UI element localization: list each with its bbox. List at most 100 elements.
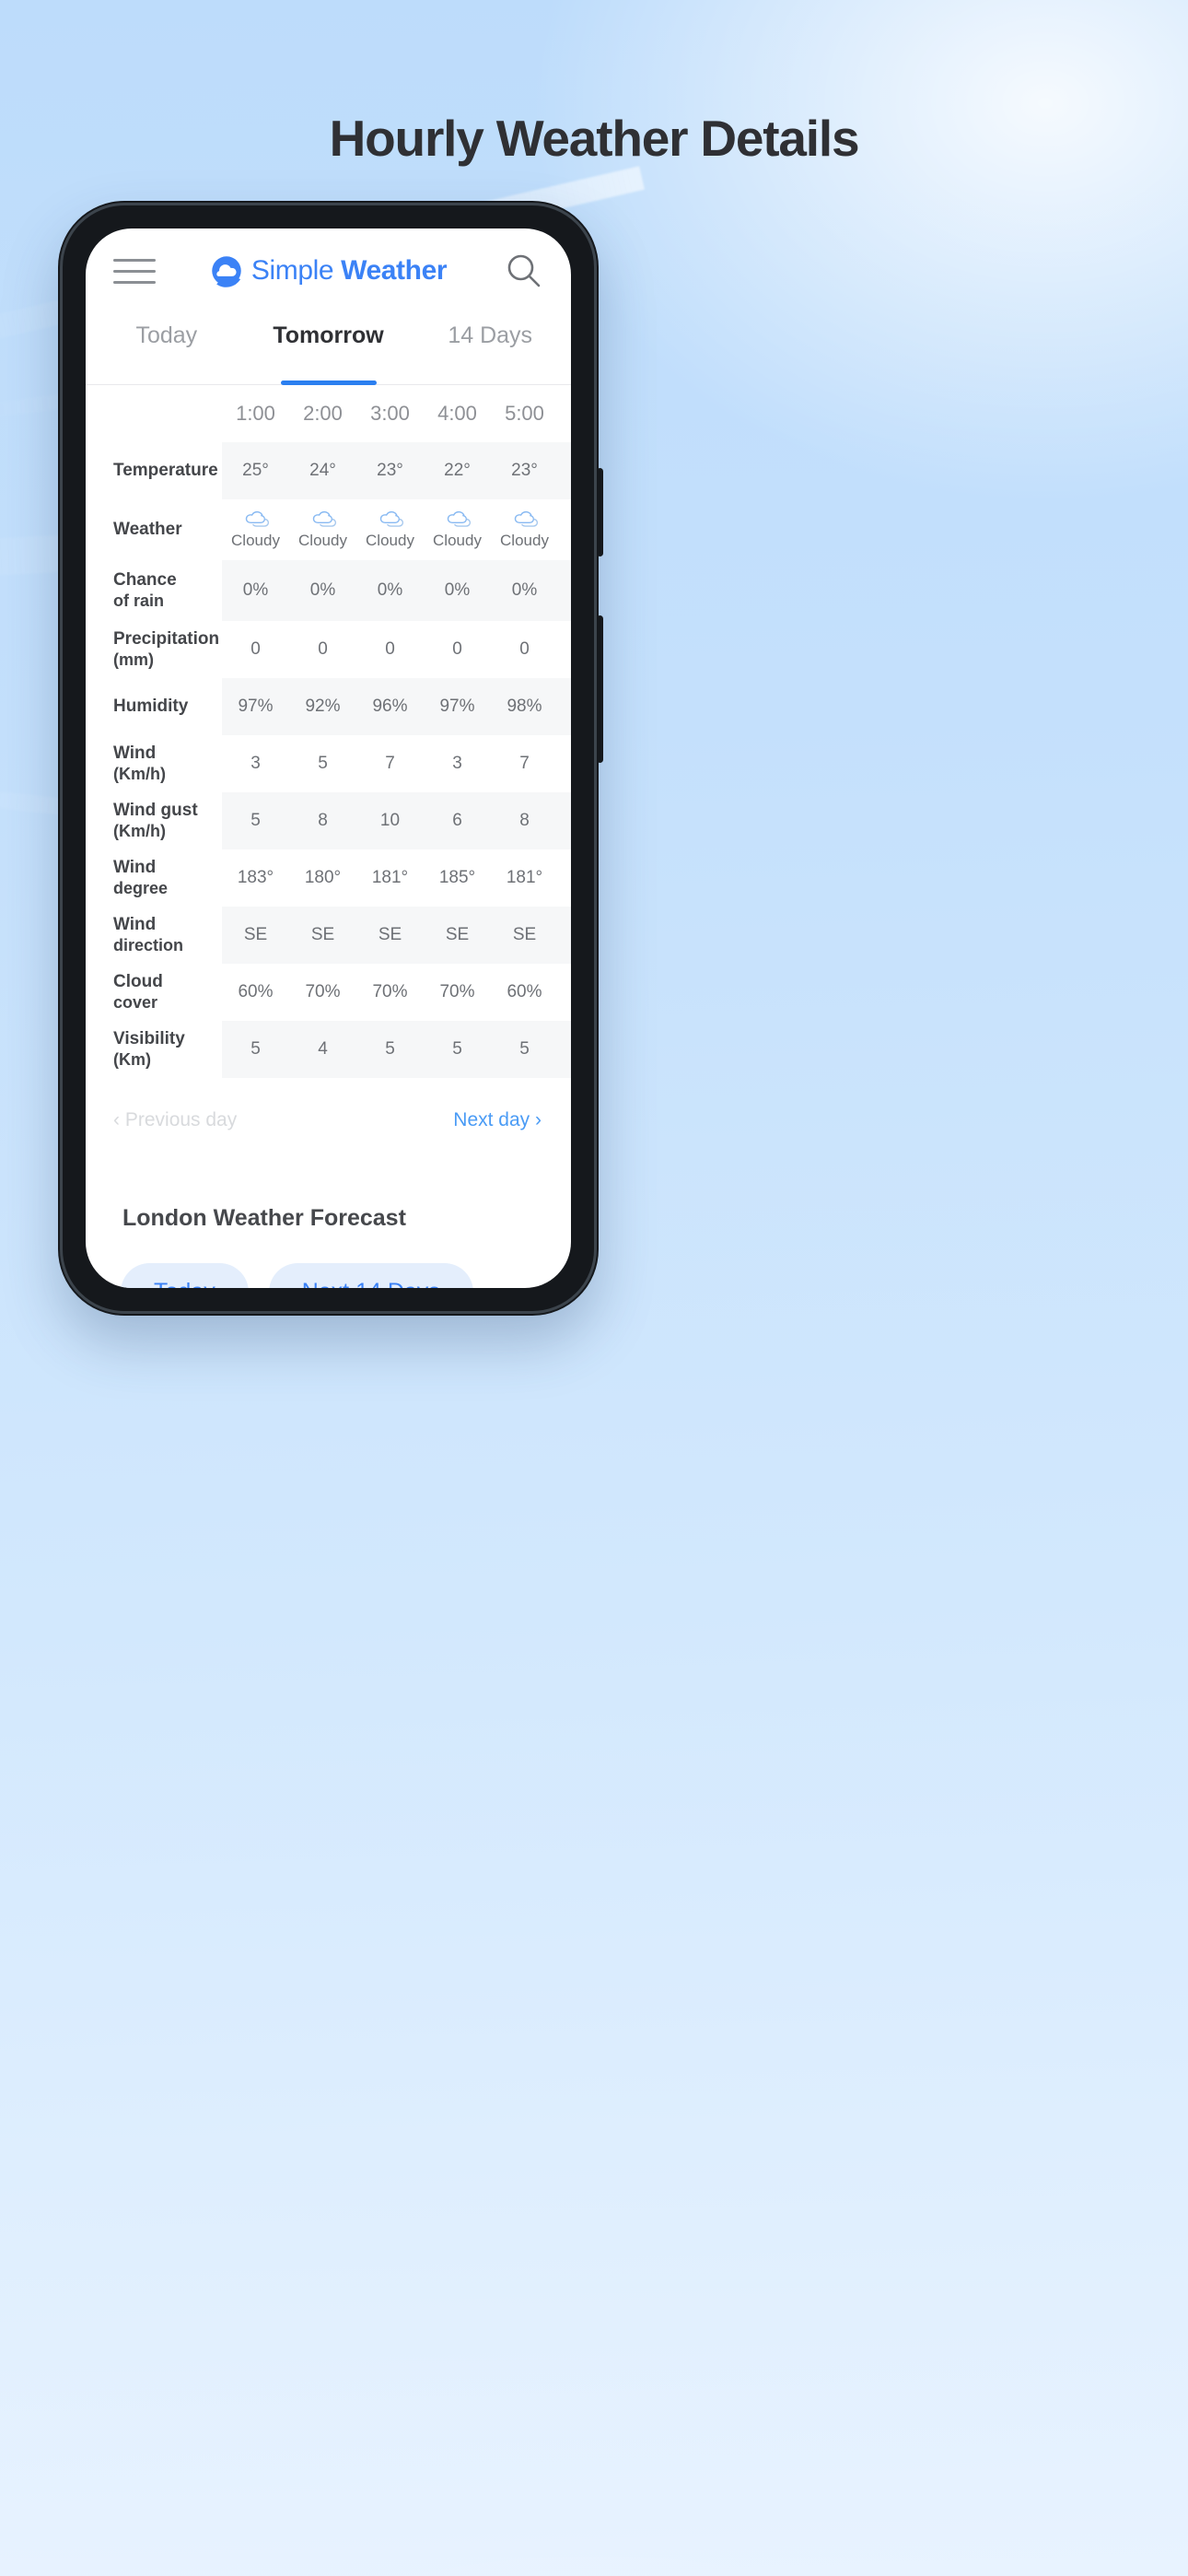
row-label-sub: cover [113,992,158,1012]
hour-header: 3:00 [370,402,410,425]
table-row: Humidity 97% 92% 96% 97% 98% [86,678,571,735]
table-cell: 0% [444,580,471,600]
hamburger-line [113,269,156,273]
table-cell: 3 [452,754,462,773]
table-cell: 96% [372,697,408,716]
row-label: Chance of rain [86,560,222,621]
table-row: Weather Cloudy [86,499,571,560]
row-label-main: Weather [113,519,182,539]
app-header: Simple Weather [86,228,571,313]
table-cell: 180° [304,868,342,887]
row-label-sub: (Km/h) [113,764,166,783]
table-corner-cell [86,385,222,442]
table-cell: 23° [511,461,538,480]
row-values: 5 8 10 6 8 [222,792,571,849]
row-label-sub: (mm) [113,650,154,669]
table-cell: SE [310,925,335,944]
table-cell: 5 [519,1039,530,1059]
table-cell: 8 [318,811,328,830]
brand-first-word: Simple [250,255,334,286]
row-label-main: Wind [113,858,157,878]
row-label: Weather [86,499,222,560]
chip-today[interactable]: Today [121,1263,249,1288]
tab-label: Tomorrow [273,322,384,348]
cloud-icon [312,510,336,527]
hourly-weather-table: 1:00 2:00 3:00 4:00 5:00 Temperature 25°… [86,385,571,1078]
row-values: 97% 92% 96% 97% 98% [222,678,571,735]
table-cell: 92% [305,697,341,716]
cloud-icon [245,510,269,527]
phone-side-button [597,468,603,556]
table-cell: Cloudy [424,499,491,560]
row-label-sub: (Km) [113,1049,151,1069]
row-values: 25° 24° 23° 22° 23° [222,442,571,499]
row-label-sub: direction [113,935,184,954]
row-label: Temperature [86,442,222,499]
page-headline: Hourly Weather Details [329,110,860,167]
table-row: Wind (Km/h) 3 5 7 3 7 [86,735,571,792]
table-cell: 0 [452,639,462,659]
table-cell: 70% [372,982,408,1001]
row-values: SE SE SE SE SE [222,907,571,964]
table-cell: SE [378,925,402,944]
row-values: 60% 70% 70% 70% 60% [222,964,571,1021]
table-cell: 8 [519,811,530,830]
day-tabs: Today Tomorrow 14 Days [86,313,571,385]
table-cell: 183° [237,868,274,887]
next-day-button[interactable]: Next day › [453,1109,542,1131]
table-cell: SE [445,925,470,944]
table-cell: 70% [439,982,475,1001]
row-label-main: Precipitation [113,629,220,650]
table-cell: 3 [250,754,261,773]
table-cell: 5 [452,1039,462,1059]
search-icon[interactable] [505,252,543,290]
hour-header: 5:00 [505,402,544,425]
table-cell: 5 [250,811,261,830]
tab-label: 14 Days [448,322,533,348]
row-label-main: Wind [113,915,157,935]
table-row: Wind degree 183° 180° 181° 185° 181° [86,849,571,907]
weather-label: Cloudy [231,532,280,549]
table-cell: 60% [238,982,274,1001]
hour-header: 2:00 [303,402,343,425]
hamburger-line [113,280,156,284]
chevron-right-icon: › [535,1109,542,1130]
tab-14-days[interactable]: 14 Days [409,313,571,384]
table-cell: 0% [309,580,336,600]
row-values: 5 4 5 5 5 [222,1021,571,1078]
table-cell: 5 [318,754,328,773]
table-cell: 10 [379,811,401,830]
previous-day-button[interactable]: ‹ Previous day [113,1109,237,1131]
table-cell: 0% [377,580,403,600]
row-label: Wind gust (Km/h) [86,792,222,849]
table-cell: 23° [377,461,403,480]
hour-header: 4:00 [437,402,477,425]
table-cell: SE [512,925,537,944]
tab-tomorrow[interactable]: Tomorrow [248,313,410,384]
cloud-icon [514,510,538,527]
brand-text: Simple Weather [250,255,448,287]
tab-label: Today [135,322,198,348]
weather-label: Cloudy [298,532,347,549]
tab-today[interactable]: Today [86,313,248,384]
cloud-logo-icon [212,256,241,287]
table-cell: 24° [309,461,336,480]
hamburger-menu-icon[interactable] [113,258,156,284]
table-cell: 60% [507,982,542,1001]
table-header-row: 1:00 2:00 3:00 4:00 5:00 [86,385,571,442]
table-cell: 0% [242,580,269,600]
row-label-main: Wind [113,744,157,764]
row-label: Cloud cover [86,964,222,1021]
table-cell: 0 [519,639,530,659]
brand-logo: Simple Weather [86,228,571,313]
cloud-icon [379,510,403,527]
table-row: Visibility (Km) 5 4 5 5 5 [86,1021,571,1078]
table-cell: SE [243,925,268,944]
table-cell: 7 [385,754,395,773]
chip-next-14-days[interactable]: Next 14 Days [268,1263,473,1288]
table-row: Cloud cover 60% 70% 70% 70% 60% [86,964,571,1021]
row-label-sub: (Km/h) [113,821,166,840]
table-row: Wind gust (Km/h) 5 8 10 6 8 [86,792,571,849]
hour-header: 1:00 [236,402,275,425]
hour-header-cells: 1:00 2:00 3:00 4:00 5:00 [222,385,571,442]
